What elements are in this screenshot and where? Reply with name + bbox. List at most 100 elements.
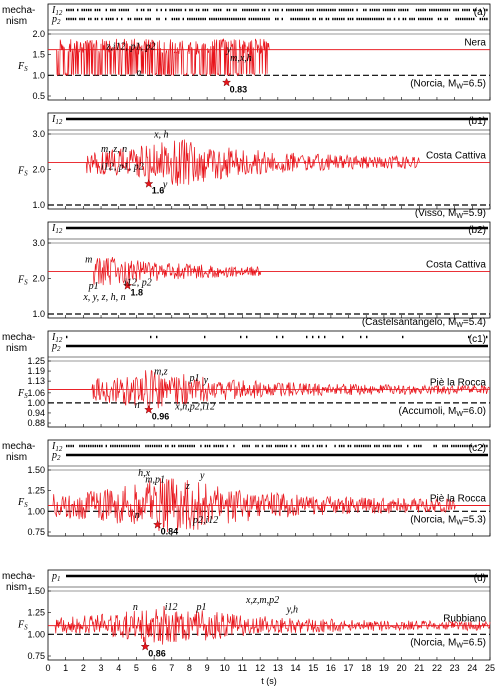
event-label-mag: =5.4): [463, 317, 486, 328]
x-tick-label: 21: [414, 663, 424, 673]
x-tick-label: 20: [397, 663, 407, 673]
mechanism-tick: [250, 8, 253, 12]
x-tick-label: 11: [238, 663, 247, 673]
mechanism-label-I12: I12: [51, 5, 63, 17]
mechanism-tick: [242, 444, 244, 448]
panel-id: (b2): [468, 225, 486, 236]
mechanism-tick: [140, 17, 143, 21]
mechanism-tick: [178, 17, 180, 21]
y-tick-label: 1.25: [27, 608, 45, 618]
mechanism-tick: [140, 8, 143, 12]
y-tick-label: 3.0: [32, 238, 45, 248]
mechanism-tick: [369, 8, 371, 12]
mechanism-tick: [171, 17, 173, 21]
mechanism-tick: [356, 444, 358, 448]
mechanism-tick: [376, 8, 378, 12]
mechanism-tick: [118, 444, 121, 448]
panel-id: (a): [474, 7, 486, 18]
mechanism-annotation: y,h: [286, 605, 298, 616]
mechanism-tick: [261, 444, 264, 448]
mechanism-tick: [200, 444, 202, 448]
mechanism-tick: [226, 8, 228, 12]
mechanism-tick: [253, 8, 255, 12]
mechanism-tick: [420, 8, 422, 12]
x-tick-label: 13: [273, 663, 283, 673]
mechanism-tick: [321, 444, 323, 448]
mechanism-row-label-2: nism: [6, 452, 27, 463]
mechanism-tick: [68, 444, 70, 448]
mechanism-tick: [220, 444, 222, 448]
mechanism-tick: [312, 8, 314, 12]
mechanism-tick: [409, 17, 411, 21]
mechanism-tick: [376, 444, 378, 448]
mechanism-tick: [294, 8, 297, 12]
mechanism-tick: [429, 17, 431, 21]
mechanism-tick: [411, 17, 413, 21]
mechanism-tick: [301, 444, 303, 448]
y-axis-label: FS: [17, 497, 28, 509]
y-tick-label: 0.5: [32, 91, 45, 101]
mechanism-label-p2: p2: [51, 450, 61, 462]
mechanism-tick: [466, 8, 468, 12]
mechanism-tick: [338, 17, 341, 21]
mechanism-tick: [305, 17, 308, 21]
mechanism-tick: [90, 8, 92, 12]
mechanism-tick: [426, 17, 429, 21]
mechanism-tick: [96, 8, 99, 12]
mechanism-tick: [391, 8, 393, 12]
mechanism-tick: [118, 8, 121, 12]
mechanism-tick: [327, 8, 330, 12]
y-tick-label: 1.50: [27, 465, 45, 475]
mechanism-tick: [165, 8, 167, 12]
mechanism-tick: [204, 335, 206, 339]
mechanism-tick: [79, 444, 81, 448]
mechanism-tick: [257, 444, 259, 448]
mechanism-tick: [222, 444, 224, 448]
mechanism-annotation: n: [136, 67, 141, 78]
mechanism-annotation: m: [85, 255, 92, 266]
event-label-mag: =6.5): [463, 78, 486, 89]
mechanism-tick: [178, 8, 180, 12]
site-label: Costa Cattiva: [426, 259, 486, 270]
mechanism-tick: [66, 335, 68, 339]
mechanism-label-I12: I12: [51, 223, 63, 235]
site-label: Costa Cattiva: [426, 150, 486, 161]
mechanism-tick: [371, 17, 374, 21]
mechanism-tick: [327, 17, 330, 21]
mechanism-tick: [466, 17, 468, 21]
mechanism-tick: [479, 17, 481, 21]
mechanism-tick: [268, 17, 270, 21]
mechanism-tick: [277, 444, 279, 448]
mechanism-tick: [356, 17, 358, 21]
mechanism-row-label-1: mecha-: [2, 5, 35, 16]
mechanism-tick: [444, 444, 446, 448]
mechanism-tick: [283, 444, 286, 448]
mechanism-tick: [281, 17, 283, 21]
site-label: Piè la Rocca: [430, 377, 487, 388]
mechanism-tick: [360, 444, 363, 448]
mechanism-tick: [74, 17, 77, 21]
mechanism-annotation: m, z, n: [101, 144, 127, 155]
mechanism-tick: [282, 335, 284, 339]
mechanism-tick: [367, 17, 369, 21]
mechanism-tick: [182, 444, 184, 448]
mechanism-tick: [270, 444, 272, 448]
mechanism-tick: [173, 444, 176, 448]
mechanism-tick: [299, 8, 301, 12]
y-tick-label: 1.0: [32, 200, 45, 210]
mechanism-tick: [363, 8, 365, 12]
mechanism-tick: [261, 17, 264, 21]
mechanism-tick: [246, 335, 248, 339]
mechanism-tick: [486, 444, 488, 448]
y-tick-label: 0.75: [27, 651, 45, 661]
mechanism-label-I12: I12: [51, 441, 63, 453]
mechanism-tick: [150, 335, 152, 339]
mechanism-tick: [101, 17, 103, 21]
mechanism-tick: [116, 17, 118, 21]
mechanism-tick: [398, 17, 400, 21]
mechanism-tick: [233, 17, 235, 21]
mechanism-tick: [217, 8, 220, 12]
mechanism-tick: [72, 17, 74, 21]
mechanism-tick: [257, 8, 259, 12]
